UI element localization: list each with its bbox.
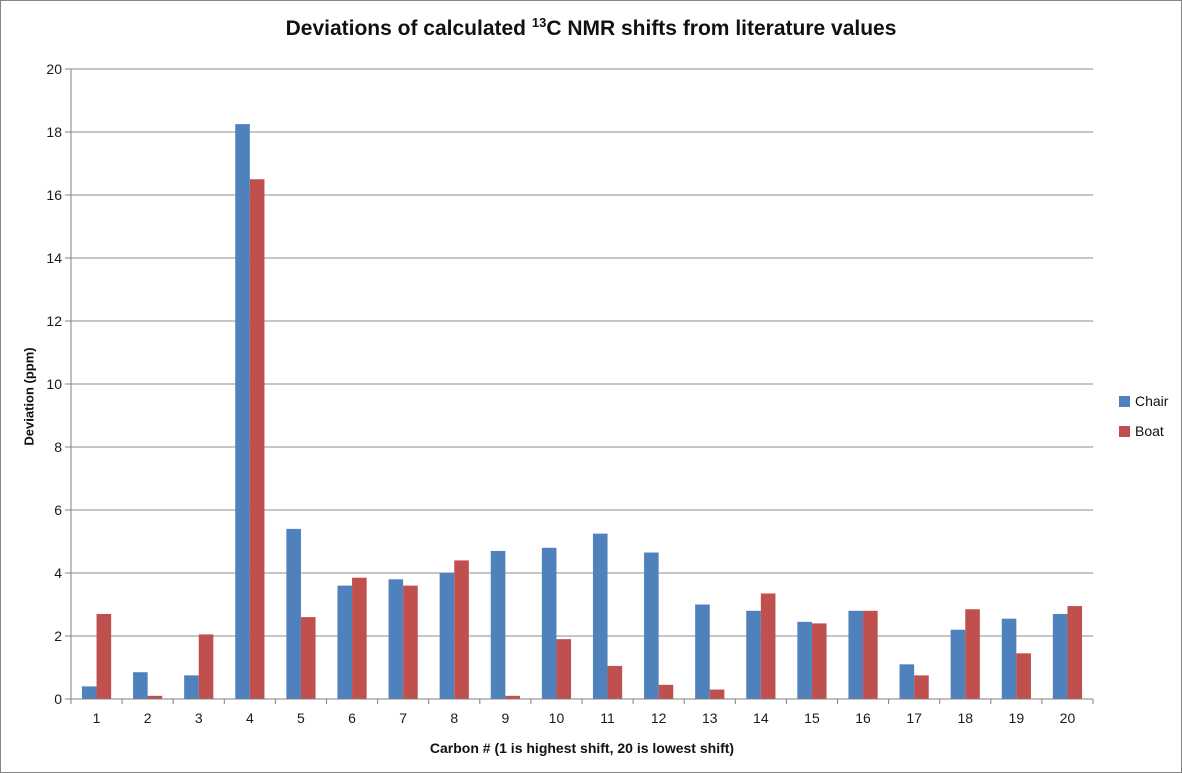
bar-chair-18 [950, 629, 966, 699]
bar-boat-19 [1016, 653, 1031, 699]
bar-boat-13 [709, 689, 725, 699]
y-tick-label: 14 [46, 250, 62, 266]
bar-boat-11 [607, 665, 623, 699]
bar-chair-4 [235, 124, 250, 699]
bar-chair-16 [848, 610, 864, 699]
x-tick-label: 8 [450, 710, 458, 726]
bar-chair-14 [746, 610, 761, 699]
y-tick-label: 6 [54, 502, 62, 518]
bar-chair-12 [644, 552, 659, 699]
boat-series-swatch [1119, 425, 1130, 437]
y-tick-label: 18 [46, 124, 62, 140]
bar-chair-9 [490, 550, 506, 699]
chart-title-prefix: Deviations of calculated [285, 17, 532, 40]
bar-chair-11 [592, 533, 608, 699]
x-tick-label: 3 [195, 710, 203, 726]
legend-item-boat: Boat [1119, 423, 1168, 439]
bar-chair-1 [81, 686, 97, 699]
bar-chair-15 [797, 621, 812, 699]
bar-chair-13 [695, 604, 710, 699]
x-tick-label: 4 [246, 710, 254, 726]
bar-boat-3 [198, 634, 214, 699]
y-tick-label: 2 [54, 628, 62, 644]
bar-boat-15 [811, 623, 827, 699]
x-tick-label: 9 [501, 710, 509, 726]
x-tick-label: 16 [855, 710, 871, 726]
x-tick-label: 10 [549, 710, 565, 726]
bar-boat-7 [403, 585, 418, 699]
chart-title-suffix: C NMR shifts from literature values [546, 17, 897, 40]
y-tick-label: 10 [46, 376, 62, 392]
bar-boat-12 [658, 684, 674, 699]
bar-boat-4 [249, 179, 265, 699]
x-tick-label: 18 [957, 710, 973, 726]
chair-series-swatch [1119, 395, 1130, 407]
bar-boat-10 [556, 639, 572, 699]
x-tick-label: 14 [753, 710, 769, 726]
bar-boat-1 [96, 613, 112, 699]
x-tick-label: 6 [348, 710, 356, 726]
bar-boat-20 [1067, 606, 1083, 699]
bar-chair-7 [388, 579, 404, 699]
x-tick-label: 2 [144, 710, 152, 726]
legend-item-chair: Chair [1119, 393, 1168, 409]
x-tick-label: 1 [93, 710, 101, 726]
legend-label-boat: Boat [1135, 423, 1164, 439]
chart-title: Deviations of calculated 13C NMR shifts … [1, 15, 1181, 41]
legend: Chair Boat [1119, 393, 1168, 453]
y-tick-label: 12 [46, 313, 62, 329]
bar-boat-2 [147, 695, 163, 699]
x-tick-label: 20 [1060, 710, 1076, 726]
x-tick-label: 15 [804, 710, 820, 726]
bar-chair-17 [899, 664, 915, 699]
bar-chair-19 [1001, 618, 1017, 699]
bar-boat-5 [300, 617, 316, 699]
x-tick-label: 5 [297, 710, 305, 726]
legend-label-chair: Chair [1135, 393, 1169, 409]
bar-chair-10 [541, 547, 557, 699]
x-tick-label: 17 [906, 710, 922, 726]
bar-boat-16 [863, 610, 878, 699]
bar-boat-8 [454, 560, 469, 699]
bar-chair-5 [286, 528, 301, 699]
bar-chair-8 [439, 573, 455, 699]
bar-boat-14 [760, 593, 776, 699]
bar-boat-18 [965, 609, 980, 699]
y-tick-label: 16 [46, 187, 62, 203]
y-tick-label: 8 [54, 439, 62, 455]
bar-chair-3 [184, 675, 199, 699]
y-tick-label: 4 [54, 565, 62, 581]
bar-chair-2 [133, 672, 148, 699]
y-tick-label: 0 [54, 691, 62, 707]
x-tick-label: 12 [651, 710, 667, 726]
bar-chair-20 [1052, 613, 1068, 699]
x-axis-title: Carbon # (1 is highest shift, 20 is lowe… [429, 740, 735, 756]
bar-boat-6 [352, 577, 367, 699]
x-tick-label: 13 [702, 710, 718, 726]
y-tick-label: 20 [46, 61, 62, 77]
bar-boat-17 [914, 675, 929, 699]
chart-title-superscript: 13 [531, 15, 547, 30]
bar-chair-6 [337, 585, 353, 699]
x-tick-label: 19 [1009, 710, 1025, 726]
x-tick-label: 7 [399, 710, 407, 726]
bar-boat-9 [505, 695, 520, 699]
x-tick-label: 11 [600, 710, 615, 726]
